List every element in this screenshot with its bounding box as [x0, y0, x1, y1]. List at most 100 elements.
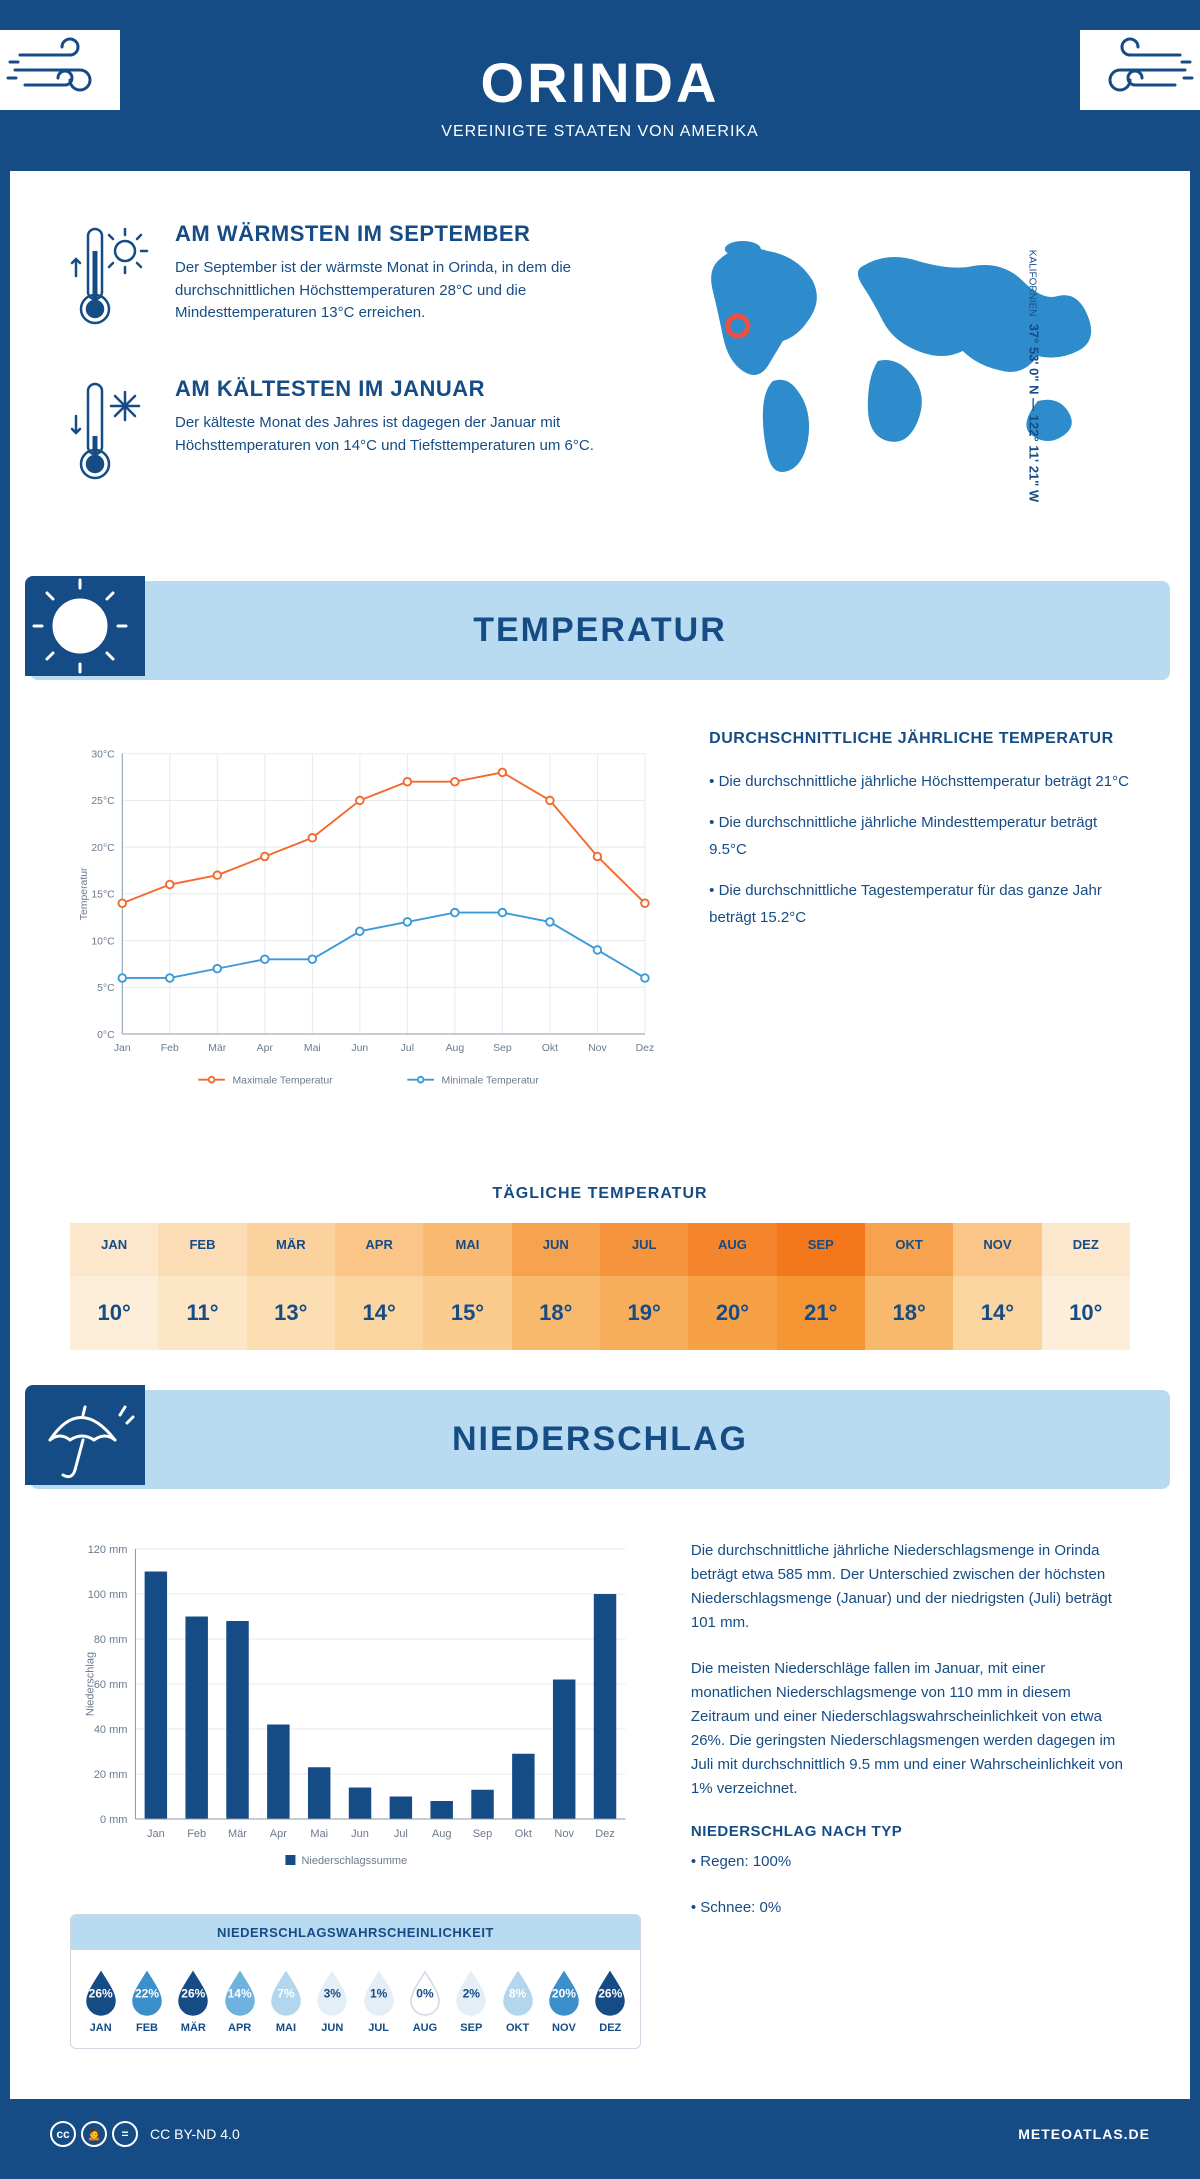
intro-left: AM WÄRMSTEN IM SEPTEMBER Der September i…: [70, 221, 626, 531]
drop-month: JUN: [311, 2022, 354, 2034]
coldest-body: Der kälteste Monat des Jahres ist dagege…: [175, 412, 626, 457]
temp-bullet-0: • Die durchschnittliche jährliche Höchst…: [709, 768, 1130, 795]
thermometer-snow-icon: [70, 376, 150, 491]
drop-month: MÄR: [172, 2022, 215, 2034]
drop-icon: 20%: [545, 1968, 583, 2016]
drop-cell: 8% OKT: [496, 1968, 539, 2034]
svg-text:Jan: Jan: [114, 1043, 131, 1054]
wind-icon-left: [0, 30, 120, 110]
svg-text:Apr: Apr: [257, 1043, 274, 1054]
temperature-content: 0°C5°C10°C15°C20°C25°C30°CJanFebMärAprMa…: [10, 680, 1190, 1165]
by-icon: 🙍: [81, 2121, 107, 2147]
daily-value: 21°: [777, 1276, 865, 1350]
svg-text:20 mm: 20 mm: [94, 1769, 128, 1781]
svg-text:Jun: Jun: [351, 1828, 369, 1840]
drop-icon: 1%: [360, 1968, 398, 2016]
svg-text:Aug: Aug: [432, 1828, 452, 1840]
license: cc 🙍 = CC BY-ND 4.0: [50, 2121, 240, 2147]
precip-drops: 26% JAN 22% FEB 26% MÄR 14% APR: [71, 1950, 640, 2048]
svg-text:10°C: 10°C: [91, 936, 115, 947]
svg-text:15°C: 15°C: [91, 890, 115, 901]
precip-prob-title: NIEDERSCHLAGSWAHRSCHEINLICHKEIT: [71, 1915, 640, 1950]
drop-cell: 1% JUL: [357, 1968, 400, 2034]
drop-month: JUL: [357, 2022, 400, 2034]
svg-text:100 mm: 100 mm: [88, 1589, 128, 1601]
cc-icon: cc: [50, 2121, 76, 2147]
daily-month: AUG: [688, 1223, 776, 1276]
temperature-info: DURCHSCHNITTLICHE JÄHRLICHE TEMPERATUR •…: [709, 730, 1130, 1115]
daily-month: APR: [335, 1223, 423, 1276]
temperature-chart-area: 0°C5°C10°C15°C20°C25°C30°CJanFebMärAprMa…: [70, 730, 659, 1115]
svg-text:0°C: 0°C: [97, 1030, 115, 1041]
coordinates: KALIFORNIEN 37° 53' 0" N — 122° 11' 21" …: [1026, 250, 1041, 502]
warmest-text: AM WÄRMSTEN IM SEPTEMBER Der September i…: [175, 221, 626, 336]
daily-value: 18°: [512, 1276, 600, 1350]
drop-month: NOV: [542, 2022, 585, 2034]
thermometer-sun-icon: [70, 221, 150, 336]
precipitation-title: NIEDERSCHLAG: [60, 1420, 1140, 1459]
daily-month: JUL: [600, 1223, 688, 1276]
coldest-block: AM KÄLTESTEN IM JANUAR Der kälteste Mona…: [70, 376, 626, 491]
drop-cell: 7% MAI: [264, 1968, 307, 2034]
drop-cell: 14% APR: [218, 1968, 261, 2034]
drop-icon: 22%: [128, 1968, 166, 2016]
daily-value: 10°: [70, 1276, 158, 1350]
drop-cell: 20% NOV: [542, 1968, 585, 2034]
drop-month: FEB: [125, 2022, 168, 2034]
drop-icon: 14%: [221, 1968, 259, 2016]
page: ORINDA VEREINIGTE STAATEN VON AMERIKA AM…: [0, 0, 1200, 2179]
drop-icon: 8%: [499, 1968, 537, 2016]
svg-text:80 mm: 80 mm: [94, 1634, 128, 1646]
svg-text:Jan: Jan: [147, 1828, 165, 1840]
warmest-title: AM WÄRMSTEN IM SEPTEMBER: [175, 221, 626, 247]
daily-temp-title: TÄGLICHE TEMPERATUR: [10, 1185, 1190, 1203]
daily-temp-months: JANFEBMÄRAPRMAIJUNJULAUGSEPOKTNOVDEZ: [70, 1223, 1130, 1276]
page-title: ORINDA: [30, 50, 1170, 115]
precip-text-1: Die durchschnittliche jährliche Niedersc…: [691, 1539, 1130, 1635]
svg-text:Minimale Temperatur: Minimale Temperatur: [442, 1075, 540, 1086]
svg-text:60 mm: 60 mm: [94, 1679, 128, 1691]
svg-text:Jul: Jul: [401, 1043, 414, 1054]
drop-month: JAN: [79, 2022, 122, 2034]
umbrella-icon: [25, 1385, 145, 1485]
daily-value: 19°: [600, 1276, 688, 1350]
drop-month: DEZ: [589, 2022, 632, 2034]
daily-value: 10°: [1042, 1276, 1130, 1350]
drop-month: OKT: [496, 2022, 539, 2034]
svg-text:0 mm: 0 mm: [100, 1814, 128, 1826]
svg-text:Mär: Mär: [208, 1043, 226, 1054]
drop-icon: 26%: [591, 1968, 629, 2016]
svg-text:Mai: Mai: [304, 1043, 321, 1054]
drop-cell: 26% DEZ: [589, 1968, 632, 2034]
daily-value: 15°: [423, 1276, 511, 1350]
svg-text:Apr: Apr: [270, 1828, 287, 1840]
daily-value: 11°: [158, 1276, 246, 1350]
daily-value: 13°: [247, 1276, 335, 1350]
svg-text:Niederschlagssumme: Niederschlagssumme: [301, 1855, 407, 1867]
daily-month: JUN: [512, 1223, 600, 1276]
daily-month: DEZ: [1042, 1223, 1130, 1276]
daily-value: 14°: [953, 1276, 1041, 1350]
svg-text:25°C: 25°C: [91, 796, 115, 807]
drop-month: MAI: [264, 2022, 307, 2034]
svg-text:Jun: Jun: [351, 1043, 368, 1054]
temperature-chart: 0°C5°C10°C15°C20°C25°C30°CJanFebMärAprMa…: [70, 730, 659, 1110]
precip-rain: • Regen: 100%: [691, 1850, 1130, 1874]
svg-text:30°C: 30°C: [91, 750, 115, 761]
coords-region: KALIFORNIEN: [1026, 250, 1037, 317]
daily-month: NOV: [953, 1223, 1041, 1276]
temp-info-title: DURCHSCHNITTLICHE JÄHRLICHE TEMPERATUR: [709, 730, 1130, 748]
daily-month: OKT: [865, 1223, 953, 1276]
page-subtitle: VEREINIGTE STAATEN VON AMERIKA: [30, 123, 1170, 141]
svg-text:Feb: Feb: [187, 1828, 206, 1840]
daily-month: MAI: [423, 1223, 511, 1276]
daily-temp-values: 10°11°13°14°15°18°19°20°21°18°14°10°: [70, 1276, 1130, 1350]
svg-text:5°C: 5°C: [97, 983, 115, 994]
drop-cell: 3% JUN: [311, 1968, 354, 2034]
precipitation-left: 0 mm20 mm40 mm60 mm80 mm100 mm120 mmJanF…: [70, 1539, 641, 2049]
drop-month: APR: [218, 2022, 261, 2034]
svg-text:40 mm: 40 mm: [94, 1724, 128, 1736]
daily-month: SEP: [777, 1223, 865, 1276]
precipitation-chart: 0 mm20 mm40 mm60 mm80 mm100 mm120 mmJanF…: [70, 1539, 641, 1879]
header: ORINDA VEREINIGTE STAATEN VON AMERIKA: [10, 10, 1190, 171]
